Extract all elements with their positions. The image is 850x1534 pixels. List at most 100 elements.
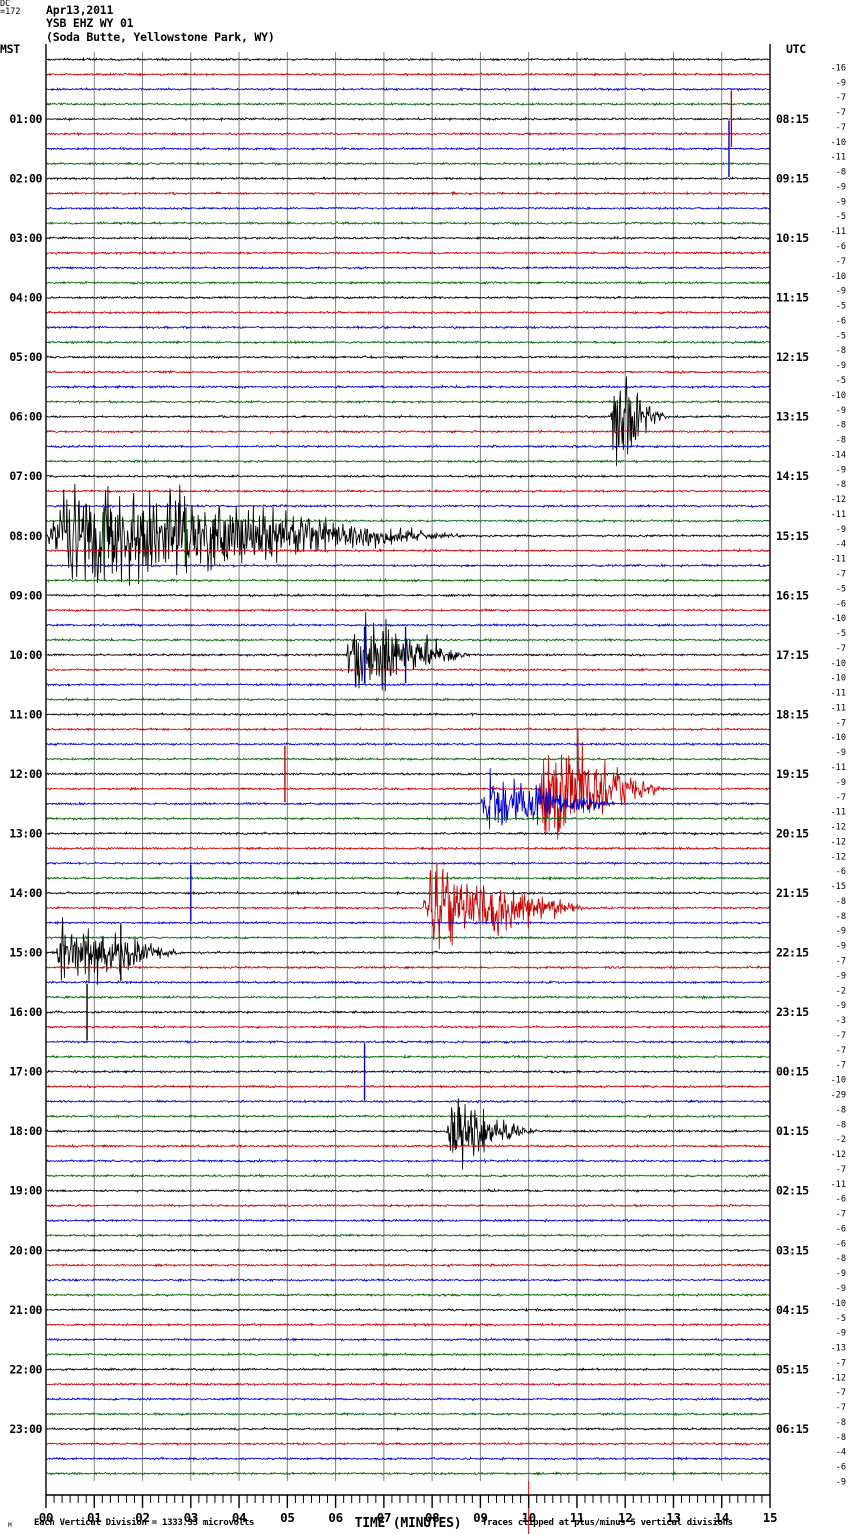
- utc-hour-label: 03:15: [776, 1243, 809, 1257]
- dc-offset-value: -9: [836, 1001, 846, 1011]
- dc-offset-value: -12: [830, 823, 846, 833]
- seismic-trace: [45, 935, 771, 941]
- dc-offset-value: -9: [836, 525, 846, 535]
- seismic-trace: [45, 1069, 771, 1074]
- dc-offset-value: -10: [830, 138, 846, 148]
- seismic-trace: [45, 548, 771, 554]
- dc-offset-value: -3: [836, 1016, 846, 1026]
- mst-hour-label: 20:00: [9, 1243, 42, 1257]
- x-tick-label: 14: [715, 1510, 729, 1525]
- dc-offset-value: -9: [836, 465, 846, 475]
- seismic-trace: [45, 101, 771, 107]
- seismic-trace: [45, 488, 771, 494]
- x-tick-label: 07: [377, 1510, 391, 1525]
- seismic-trace: [45, 1441, 771, 1447]
- dc-offset-value: -7: [836, 793, 846, 803]
- mst-hour-label: 16:00: [9, 1005, 42, 1019]
- x-tick-label: 13: [666, 1510, 680, 1525]
- clip-note: Traces clipped at plus/minus 5 vertical …: [482, 1517, 733, 1528]
- dc-offset-value: -8: [836, 897, 846, 907]
- dc-offset-value: -6: [836, 1239, 846, 1249]
- seismic-trace: [45, 131, 771, 137]
- dc-offset-value: -7: [836, 1388, 846, 1398]
- seismic-trace: [45, 161, 771, 167]
- dc-offset-value: -11: [830, 227, 846, 237]
- dc-offset-value: -8: [836, 912, 846, 922]
- utc-hour-label: 15:15: [776, 529, 809, 543]
- plot-frame: [45, 44, 771, 1496]
- seismic-trace: [45, 1351, 771, 1357]
- dc-offset-value: -8: [836, 1254, 846, 1264]
- seismic-trace: [45, 1024, 771, 1030]
- dc-label-sub: =172: [0, 7, 21, 17]
- dc-offset-value: -5: [836, 331, 846, 341]
- dc-offset-value: -10: [830, 674, 846, 684]
- dc-offset-value: -11: [830, 510, 846, 520]
- seismic-trace: [45, 1367, 771, 1372]
- utc-hour-label: 20:15: [776, 826, 809, 840]
- dc-offset-value: -10: [830, 614, 846, 624]
- dc-offset-value: -9: [836, 197, 846, 207]
- dc-offset-value: -10: [830, 733, 846, 743]
- seismic-trace: [45, 399, 771, 405]
- dc-label-main: DC: [0, 0, 11, 9]
- dc-offset-value: -5: [836, 212, 846, 222]
- seismic-trace: [45, 1292, 771, 1298]
- dc-offset-value: -8: [836, 168, 846, 178]
- dc-offset-value: -16: [830, 63, 846, 73]
- x-tick-label: 11: [570, 1510, 584, 1525]
- trace-group: [45, 56, 771, 1477]
- seismic-trace: [45, 1084, 771, 1090]
- dc-offset-value: -6: [836, 242, 846, 252]
- seismic-trace: [45, 1381, 771, 1387]
- dc-offset-value: -9: [836, 287, 846, 297]
- dc-offset-value: -14: [830, 450, 846, 460]
- dc-offset-value: -6: [836, 867, 846, 877]
- x-tick-label: 10: [521, 1510, 535, 1525]
- dc-offset-value: -8: [836, 1120, 846, 1130]
- scale-note: Each Vertical Division = 1333.33 microvo…: [34, 1517, 254, 1528]
- dc-offset-value: -9: [836, 1284, 846, 1294]
- seismic-trace: [45, 1337, 771, 1343]
- dc-offset-value: -5: [836, 302, 846, 312]
- dc-axis-label: DC =172: [0, 0, 850, 16]
- dc-offset-value: -7: [836, 108, 846, 118]
- seismic-trace: [45, 235, 771, 241]
- seismic-trace: [45, 711, 771, 717]
- dc-offset-value: -12: [830, 852, 846, 862]
- seismic-trace: [45, 728, 771, 840]
- seismic-trace: [45, 325, 771, 330]
- seismic-trace: [45, 816, 771, 821]
- dc-offset-value: -9: [836, 361, 846, 371]
- mst-hour-label: 21:00: [9, 1303, 42, 1317]
- dc-offset-value: -8: [836, 1418, 846, 1428]
- seismic-trace: [45, 1307, 771, 1313]
- x-tick-label: 09: [473, 1510, 487, 1525]
- seismic-trace: [45, 1143, 771, 1149]
- seismic-trace: [45, 1247, 771, 1253]
- dc-offset-value: -11: [830, 763, 846, 773]
- seismic-trace: [45, 265, 771, 271]
- seismic-trace: [45, 1396, 771, 1402]
- utc-hour-label: 22:15: [776, 946, 809, 960]
- seismic-trace: [45, 1039, 771, 1045]
- dc-offset-value: -8: [836, 346, 846, 356]
- seismic-trace: [45, 250, 771, 256]
- dc-offset-value: -12: [830, 1150, 846, 1160]
- utc-hour-label: 09:15: [776, 172, 809, 186]
- seismic-trace: [45, 1262, 771, 1268]
- dc-offset-value: -9: [836, 927, 846, 937]
- mst-hour-label: 14:00: [9, 886, 42, 900]
- utc-axis-label: UTC: [786, 42, 806, 56]
- dc-offset-value: -6: [836, 1224, 846, 1234]
- seismic-trace: [45, 116, 771, 122]
- seismic-trace: [45, 1203, 771, 1209]
- seismic-trace: [45, 1098, 771, 1170]
- seismic-trace: [45, 1470, 771, 1477]
- dc-offset-value: -11: [830, 808, 846, 818]
- utc-hour-label: 18:15: [776, 707, 809, 721]
- utc-hour-label: 06:15: [776, 1422, 809, 1436]
- dc-offset-value: -7: [836, 1061, 846, 1071]
- dc-offset-value: -10: [830, 391, 846, 401]
- dc-offset-value: -12: [830, 495, 846, 505]
